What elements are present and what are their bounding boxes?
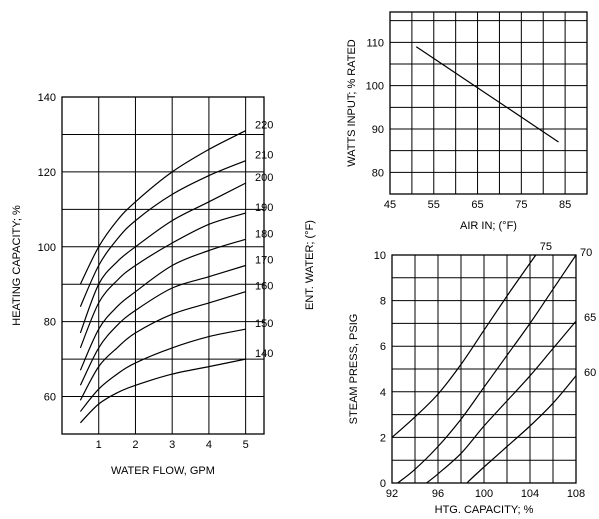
x-tick-label: 108 [567, 488, 585, 500]
series-label: 70 [580, 247, 592, 259]
series-line [79, 358, 246, 424]
y-tick-label: 60 [44, 392, 56, 404]
series-line [79, 238, 246, 371]
series-label: 140 [255, 348, 273, 360]
series-line [79, 130, 246, 285]
y-tick-label: 0 [380, 478, 386, 490]
x-tick-label: 104 [521, 488, 539, 500]
x-axis-label: AIR IN; (°F) [460, 220, 517, 232]
y-tick-label: 120 [38, 167, 56, 179]
plot-frame [61, 96, 265, 435]
y-tick-label: 100 [38, 242, 56, 254]
series-line [79, 291, 246, 401]
series-line [79, 328, 246, 412]
y-axis-label: WATTS INPUT; % RATED [346, 39, 358, 167]
series-label: 150 [255, 318, 273, 330]
y-tick-label: 90 [372, 124, 384, 136]
series-label: 190 [255, 202, 273, 214]
series-label: 180 [255, 228, 273, 240]
plot-frame [389, 11, 588, 195]
series-line [397, 254, 577, 484]
series-line [466, 375, 577, 484]
x-tick-label: 96 [432, 488, 444, 500]
x-tick-label: 85 [559, 199, 571, 211]
y-tick-label: 80 [44, 317, 56, 329]
series-label: 160 [255, 281, 273, 293]
series-line [79, 182, 246, 334]
series-line [79, 212, 246, 349]
steam-pressure-chart: 0 2 4 6 8 10 92 96 100 104 108 HTG. CAPACITY; % STEA… [348, 241, 596, 516]
series-label: 60 [584, 367, 596, 379]
y-tick-label: 2 [380, 432, 386, 444]
y-axis-label: HEATING CAPACITY; % [11, 205, 23, 326]
series-line [426, 320, 577, 484]
series-line [79, 264, 246, 386]
series-label: 65 [584, 312, 596, 324]
y-axis-label: STEAM PRESS, PSIG [348, 314, 360, 425]
x-tick-label: 5 [243, 439, 249, 451]
series-line [415, 46, 559, 143]
x-tick-label: 2 [132, 439, 138, 451]
x-tick-label: 45 [384, 199, 396, 211]
plot-frame [391, 254, 577, 484]
x-tick-label: 1 [96, 439, 102, 451]
x-tick-label: 92 [386, 488, 398, 500]
y-tick-label: 10 [374, 250, 386, 262]
series-label: 75 [540, 241, 552, 253]
series-label: 210 [255, 150, 273, 162]
x-tick-label: 100 [475, 488, 493, 500]
right-axis-label: ENT. WATER; (°F) [304, 220, 316, 310]
x-tick-label: 55 [428, 199, 440, 211]
y-tick-label: 140 [38, 92, 56, 104]
series-label: 220 [255, 120, 273, 132]
y-tick-label: 110 [366, 37, 384, 49]
y-tick-label: 100 [366, 81, 384, 93]
heating-capacity-chart: 60 80 100 120 140 1 2 3 4 5 WATER FLOW, GPM HEATING… [11, 92, 316, 477]
y-tick-label: 80 [372, 167, 384, 179]
series-line [79, 160, 246, 307]
y-tick-label: 6 [380, 341, 386, 353]
x-tick-label: 4 [206, 439, 212, 451]
x-tick-label: 3 [169, 439, 175, 451]
series-line [391, 254, 537, 438]
x-axis-label: WATER FLOW, GPM [111, 465, 215, 477]
x-tick-label: 75 [515, 199, 527, 211]
series-label: 200 [255, 172, 273, 184]
y-tick-label: 8 [380, 296, 386, 308]
series-label: 170 [255, 255, 273, 267]
watts-input-chart: 80 90 100 110 45 55 65 75 85 AIR IN; (°F) WATTS IN… [346, 11, 588, 232]
x-axis-label: HTG. CAPACITY; % [435, 504, 534, 516]
x-tick-label: 65 [471, 199, 483, 211]
y-tick-label: 4 [380, 387, 386, 399]
